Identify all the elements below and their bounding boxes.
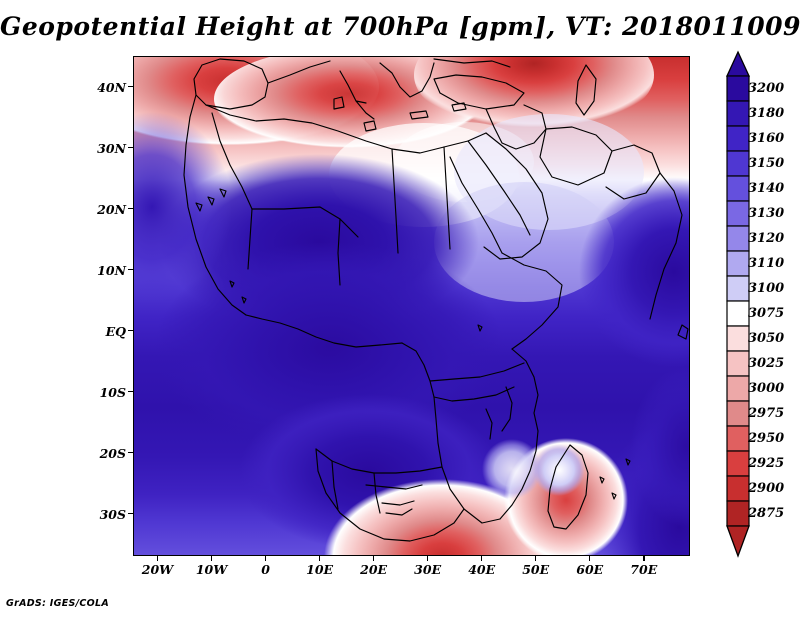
colorbar-label: 2975 (748, 405, 785, 421)
colorbar-label: 3130 (748, 205, 785, 221)
colorbar-label: 3150 (748, 155, 785, 171)
colorbar-swatch (726, 475, 750, 502)
colorbar-swatch (726, 200, 750, 227)
y-axis-label: 10N (97, 262, 126, 278)
y-tick (128, 451, 133, 454)
colorbar-swatch (726, 275, 750, 302)
colorbar-label: 3100 (748, 280, 785, 296)
colorbar-swatch (726, 350, 750, 377)
x-axis-label: 60E (576, 562, 604, 577)
x-tick (210, 556, 213, 561)
x-axis-label: 0 (261, 562, 270, 577)
colorbar-swatch (726, 100, 750, 127)
x-tick (480, 556, 483, 561)
colorbar-swatch (726, 75, 750, 102)
y-axis-label: 20N (97, 201, 126, 217)
y-tick (128, 390, 133, 393)
x-axis-label: 70E (630, 562, 658, 577)
colorbar[interactable]: 3200 3180 3160 3150 3140 3130 3120 3110 3100 3075… (722, 50, 800, 560)
colorbar-label: 3110 (748, 255, 785, 271)
x-axis-label: 10W (195, 562, 228, 577)
y-axis-label: 10S (99, 384, 126, 400)
colorbar-swatch (726, 300, 750, 327)
x-tick (372, 556, 375, 561)
colorbar-label: 2925 (748, 455, 785, 471)
y-axis-label: 40N (97, 79, 126, 95)
map-plot-area[interactable] (133, 56, 690, 556)
colorbar-swatch (726, 325, 750, 352)
x-tick (156, 556, 159, 561)
colorbar-swatch (726, 400, 750, 427)
y-axis-label: 20S (99, 445, 126, 461)
colorbar-label: 3160 (748, 130, 785, 146)
colorbar-label: 3200 (748, 80, 785, 96)
colorbar-label: 2875 (748, 505, 785, 521)
colorbar-label: 3180 (748, 105, 785, 121)
colorbar-label: 2950 (748, 430, 785, 446)
y-axis-label: 30S (99, 506, 126, 522)
x-tick (426, 556, 429, 561)
y-tick (128, 85, 133, 88)
colorbar-swatch (726, 500, 750, 527)
colorbar-swatch (726, 250, 750, 277)
colorbar-swatch (726, 175, 750, 202)
y-tick (128, 512, 133, 515)
x-tick (588, 556, 591, 561)
y-tick (128, 329, 133, 332)
x-axis-label: 50E (522, 562, 550, 577)
colorbar-swatches (725, 50, 751, 558)
x-axis-label: 20E (360, 562, 388, 577)
y-tick (128, 207, 133, 210)
colorbar-swatch (726, 150, 750, 177)
x-axis-label: 30E (414, 562, 442, 577)
colorbar-label: 3075 (748, 305, 785, 321)
x-tick (643, 556, 645, 561)
colorbar-top-arrow (725, 50, 751, 77)
page-title: Geopotential Height at 700hPa [gpm], VT:… (0, 12, 800, 41)
colorbar-label: 3050 (748, 330, 785, 346)
x-axis-label: 40E (468, 562, 496, 577)
x-tick (318, 556, 321, 561)
x-axis-label: 20W (141, 562, 174, 577)
y-tick (128, 146, 133, 149)
colorbar-label: 3025 (748, 355, 785, 371)
credit-text: GrADS: IGES/COLA (6, 598, 110, 609)
colorbar-label: 3140 (748, 180, 785, 196)
x-axis-label: 10E (306, 562, 334, 577)
y-axis-label: EQ (105, 323, 126, 339)
x-tick (534, 556, 537, 561)
geopotential-height-field (134, 57, 689, 555)
y-tick (128, 268, 133, 271)
x-tick (264, 556, 267, 561)
colorbar-swatch (726, 375, 750, 402)
colorbar-label: 3000 (748, 380, 785, 396)
colorbar-swatch (726, 450, 750, 477)
colorbar-swatch (726, 225, 750, 252)
colorbar-bottom-arrow (726, 525, 750, 558)
y-axis-label: 30N (97, 140, 126, 156)
colorbar-swatch (726, 125, 750, 152)
map-coastlines (183, 58, 689, 542)
colorbar-label: 2900 (748, 480, 785, 496)
colorbar-swatch (726, 425, 750, 452)
colorbar-label: 3120 (748, 230, 785, 246)
